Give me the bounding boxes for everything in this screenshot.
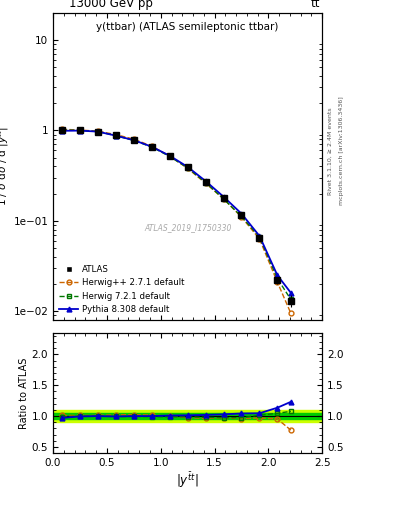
Y-axis label: Ratio to ATLAS: Ratio to ATLAS: [19, 357, 29, 429]
Text: ATLAS_2019_I1750330: ATLAS_2019_I1750330: [144, 223, 231, 232]
Text: mcplots.cern.ch [arXiv:1306.3436]: mcplots.cern.ch [arXiv:1306.3436]: [339, 97, 344, 205]
Text: y(ttbar) (ATLAS semileptonic ttbar): y(ttbar) (ATLAS semileptonic ttbar): [96, 22, 279, 32]
Y-axis label: 1 / $\sigma$ d$\sigma$ / d |$y^{t\bar{t}}$|: 1 / $\sigma$ d$\sigma$ / d |$y^{t\bar{t}…: [0, 126, 11, 206]
Text: tt̅: tt̅: [311, 0, 320, 10]
Text: Rivet 3.1.10, ≥ 2.4M events: Rivet 3.1.10, ≥ 2.4M events: [328, 107, 333, 195]
Legend: ATLAS, Herwig++ 2.7.1 default, Herwig 7.2.1 default, Pythia 8.308 default: ATLAS, Herwig++ 2.7.1 default, Herwig 7.…: [57, 263, 187, 316]
Text: 13000 GeV pp: 13000 GeV pp: [69, 0, 152, 10]
X-axis label: $|y^{\bar{t}t}|$: $|y^{\bar{t}t}|$: [176, 471, 199, 491]
